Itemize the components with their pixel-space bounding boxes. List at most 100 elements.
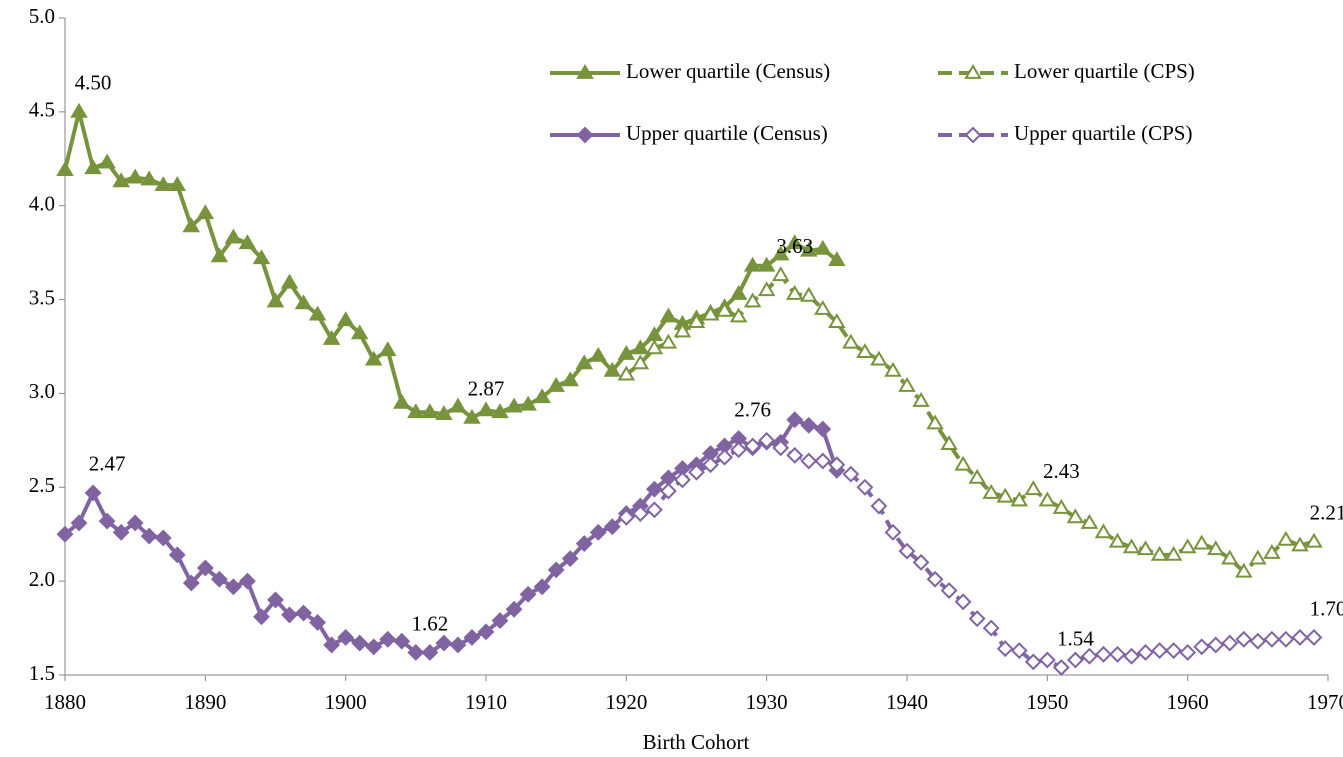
data-point	[210, 247, 229, 263]
data-point	[856, 478, 874, 496]
data-point	[785, 284, 804, 300]
data-point	[757, 256, 776, 272]
data-point	[224, 228, 243, 244]
data-point	[491, 403, 509, 419]
data-point	[828, 251, 846, 267]
data-point	[308, 305, 327, 321]
data-point	[1081, 647, 1098, 665]
data-point	[589, 346, 608, 362]
data-point	[1221, 549, 1239, 565]
data-point	[267, 591, 284, 609]
data-point	[631, 354, 650, 370]
data-point	[1038, 651, 1056, 669]
series-line	[625, 273, 1315, 574]
data-point	[140, 170, 158, 186]
data-point	[547, 561, 565, 579]
data-point	[968, 468, 986, 484]
data-point	[730, 441, 748, 459]
data-point	[926, 414, 944, 430]
data-point	[435, 634, 453, 652]
annotation: 2.21	[1310, 501, 1343, 525]
data-point	[954, 455, 972, 471]
data-point	[1038, 491, 1057, 507]
data-point	[547, 376, 565, 392]
data-point	[716, 448, 733, 466]
data-point	[814, 420, 832, 438]
data-point	[449, 397, 467, 413]
data-point	[1207, 636, 1225, 654]
annotation: 2.43	[1043, 459, 1080, 483]
y-tick-label: 5.0	[29, 4, 55, 28]
y-tick-label: 2.5	[29, 473, 55, 497]
data-point	[98, 153, 116, 169]
legend-marker	[576, 64, 594, 79]
legend-marker	[964, 64, 982, 79]
data-point	[1291, 536, 1309, 552]
data-point	[519, 585, 537, 603]
data-point	[842, 333, 860, 349]
x-tick-label: 1950	[1026, 690, 1068, 714]
x-tick-label: 1970	[1307, 690, 1343, 714]
data-point	[407, 644, 425, 661]
data-point	[575, 535, 593, 553]
y-tick-label: 1.5	[29, 661, 55, 685]
data-point	[393, 632, 411, 650]
data-point	[870, 497, 888, 515]
data-point	[1010, 491, 1029, 507]
data-point	[407, 403, 425, 419]
data-point	[1080, 513, 1099, 529]
data-point	[1192, 534, 1211, 550]
x-tick-label: 1920	[605, 690, 647, 714]
data-point	[280, 273, 299, 289]
data-point	[814, 239, 832, 255]
data-point	[758, 431, 776, 449]
data-point	[1249, 632, 1267, 650]
data-point	[364, 350, 383, 366]
annotation: 1.70	[1310, 596, 1343, 620]
data-point	[1024, 653, 1042, 671]
data-point	[238, 234, 257, 250]
data-point	[884, 523, 902, 541]
annotation: 4.50	[75, 71, 112, 95]
data-point	[337, 629, 355, 646]
data-point	[617, 365, 636, 381]
data-point	[463, 629, 481, 646]
data-point	[715, 301, 734, 317]
data-point	[112, 523, 130, 541]
data-point	[603, 518, 621, 536]
data-point	[1235, 562, 1253, 578]
data-point	[1052, 498, 1071, 514]
data-point	[295, 604, 312, 622]
data-point	[674, 471, 691, 489]
data-point	[996, 640, 1014, 658]
data-point	[196, 204, 215, 220]
data-point	[56, 525, 74, 543]
data-point	[1024, 480, 1043, 496]
data-point	[968, 610, 986, 628]
data-point	[575, 354, 593, 370]
annotation: 2.87	[468, 377, 505, 401]
data-point	[1094, 523, 1113, 539]
data-point	[1193, 638, 1211, 656]
data-point	[1066, 508, 1085, 524]
data-point	[336, 311, 355, 327]
x-tick-label: 1910	[465, 690, 507, 714]
data-point	[898, 376, 916, 392]
data-point	[912, 553, 930, 571]
data-point	[1165, 642, 1183, 660]
data-point	[1305, 532, 1323, 548]
data-point	[659, 307, 678, 323]
data-point	[210, 570, 228, 588]
data-point	[126, 168, 144, 184]
data-point	[70, 514, 88, 532]
data-point	[603, 361, 622, 377]
data-point	[589, 523, 607, 541]
data-point	[252, 249, 271, 265]
data-point	[154, 529, 172, 547]
x-tick-label: 1890	[184, 690, 226, 714]
data-point	[421, 644, 439, 661]
data-point	[786, 446, 804, 464]
data-point	[253, 608, 270, 626]
annotation: 1.62	[411, 611, 448, 635]
